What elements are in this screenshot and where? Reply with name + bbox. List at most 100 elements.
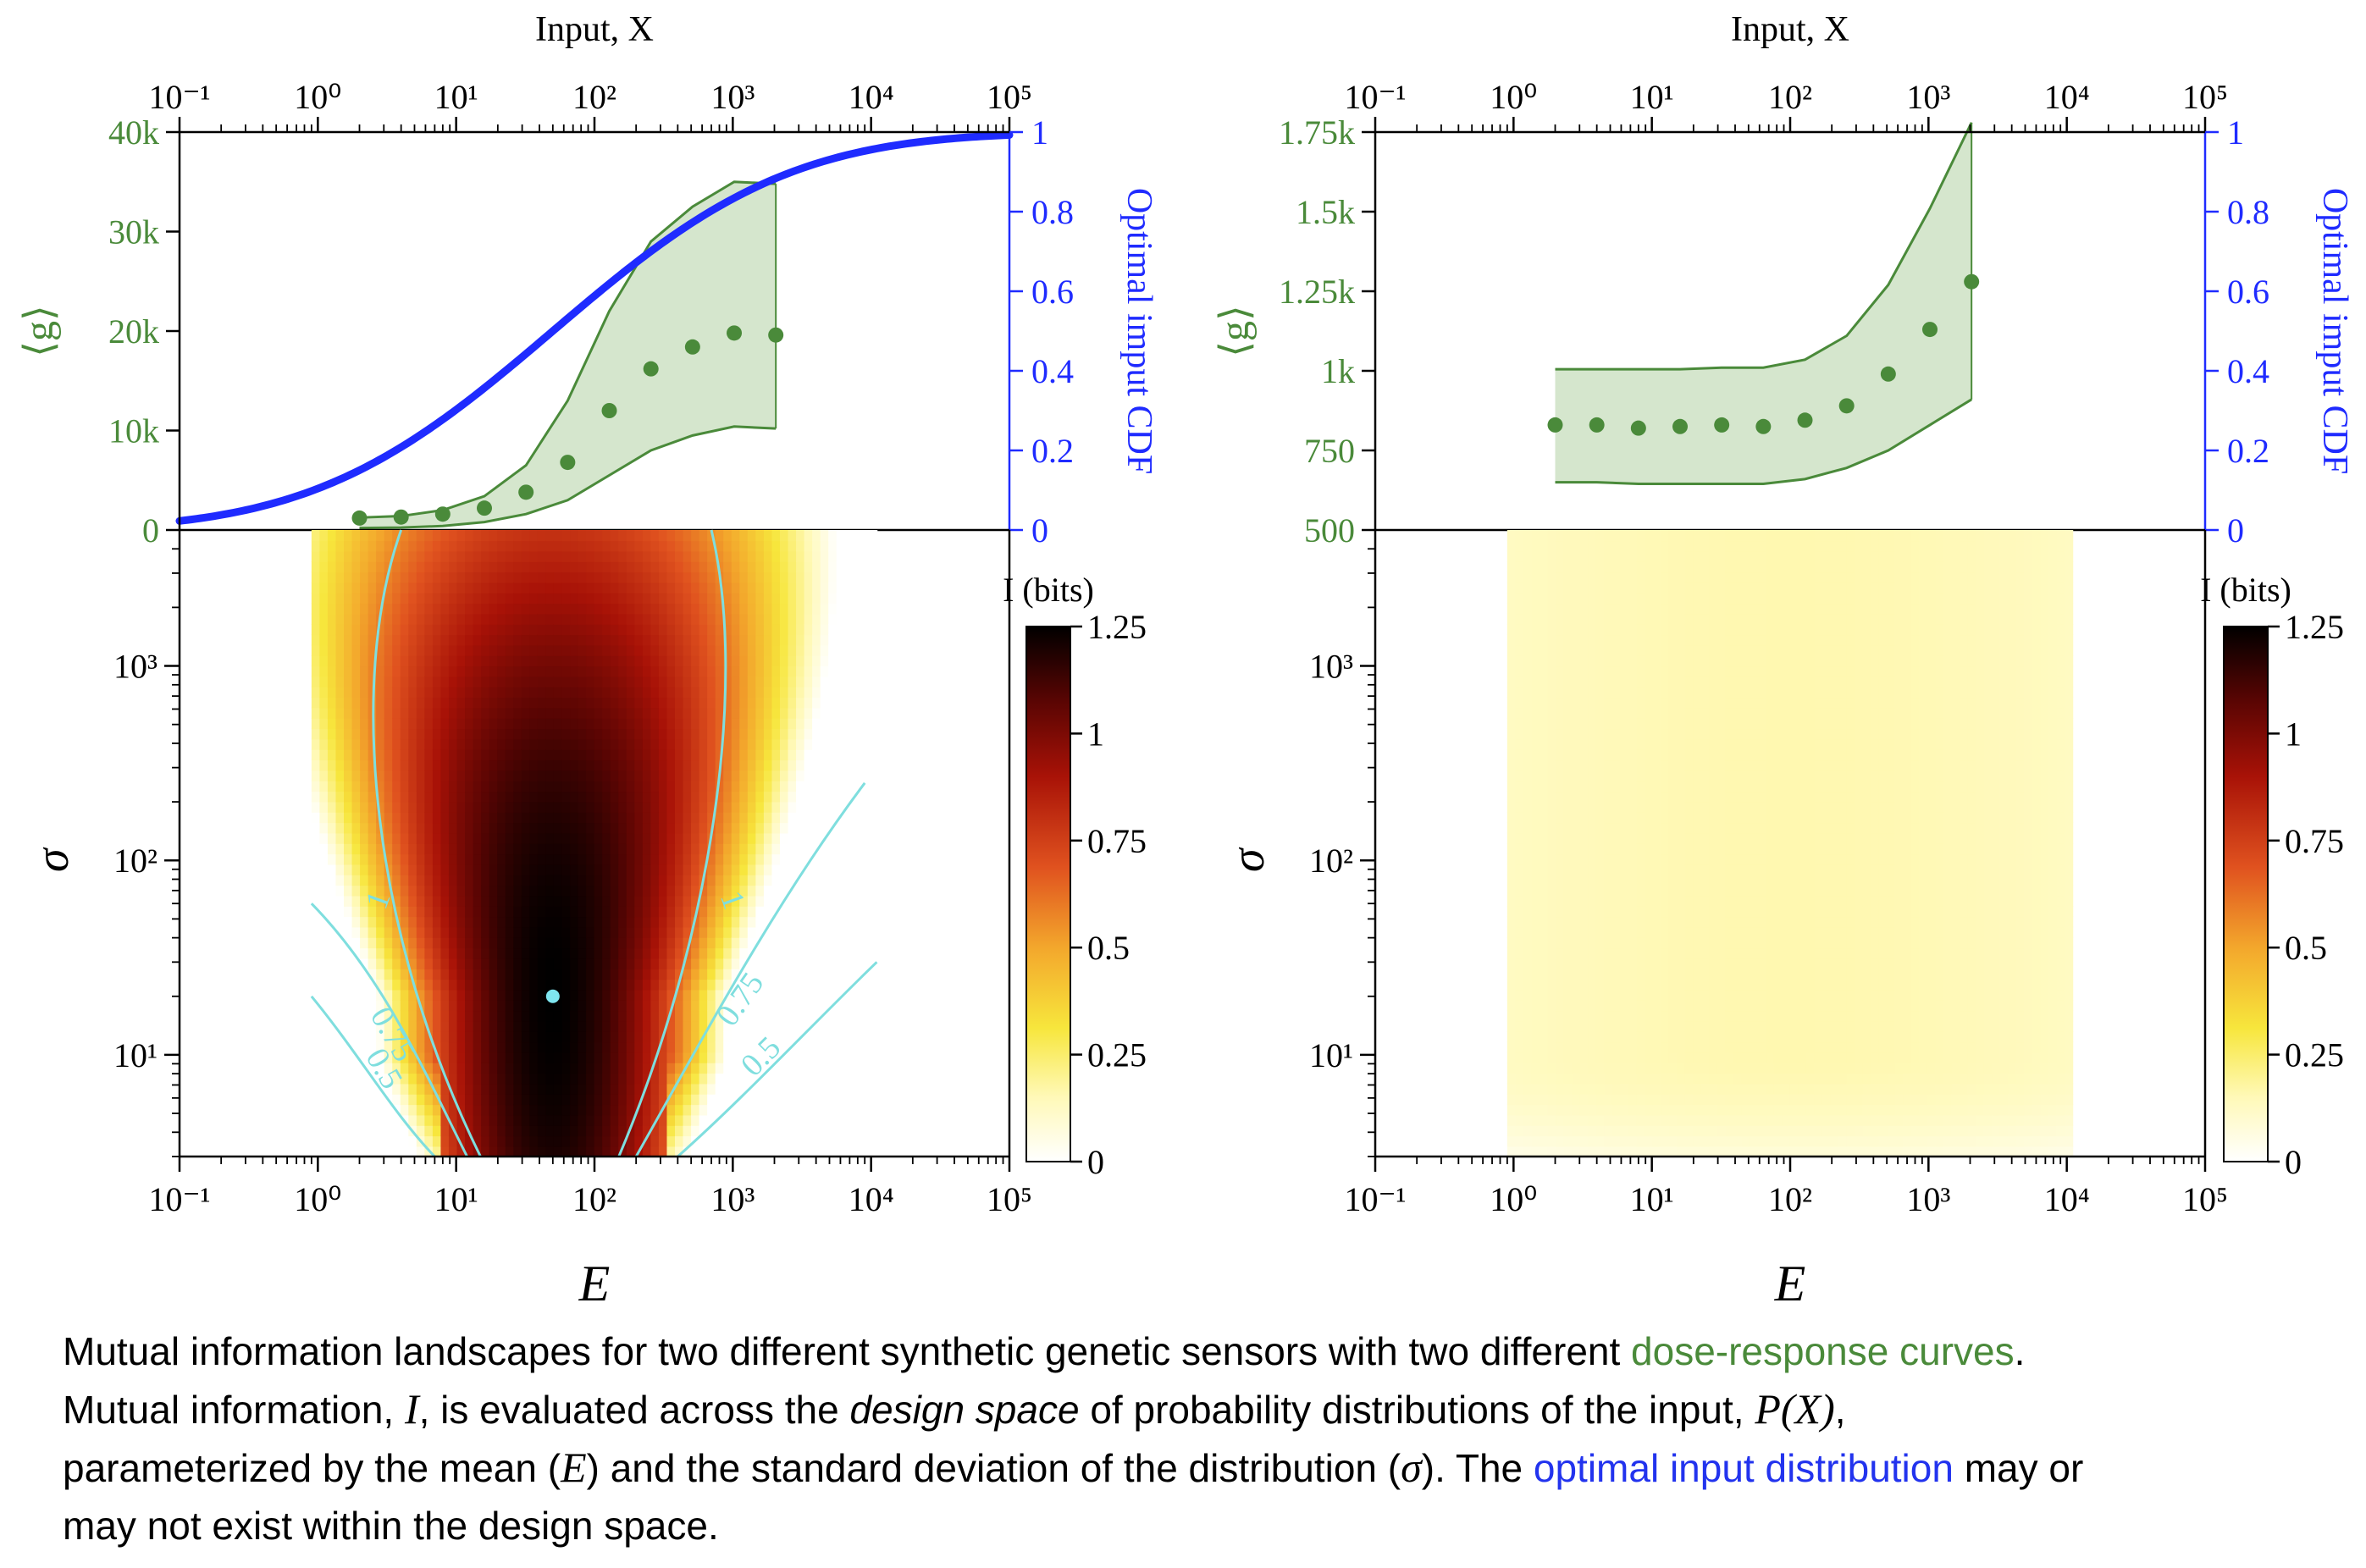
- heatmap-cell: [675, 749, 684, 761]
- heatmap-cell: [392, 979, 401, 991]
- heatmap-cell: [812, 864, 821, 875]
- heatmap-cell: [763, 1063, 773, 1074]
- heatmap-cell: [1547, 969, 1556, 980]
- heatmap-cell: [618, 1041, 627, 1053]
- heatmap-cell: [561, 832, 571, 844]
- heatmap-cell: [344, 718, 353, 730]
- heatmap-cell: [432, 853, 442, 865]
- heatmap-cell: [400, 937, 410, 949]
- heatmap-cell: [1531, 644, 1540, 656]
- heatmap-cell: [473, 895, 482, 907]
- heatmap-cell: [344, 1000, 353, 1012]
- heatmap-cell: [311, 1020, 321, 1032]
- heatmap-cell: [537, 571, 547, 583]
- heatmap-cell: [658, 550, 668, 562]
- heatmap-cell: [860, 1063, 870, 1074]
- heatmap-cell: [723, 770, 732, 781]
- heatmap-cell: [852, 676, 862, 687]
- heatmap-cell: [335, 812, 345, 824]
- heatmap-cell: [812, 603, 821, 615]
- heatmap-cell: [384, 603, 394, 615]
- heatmap-cell: [481, 655, 490, 667]
- heatmap-cell: [448, 843, 458, 855]
- heatmap-cell: [327, 644, 337, 656]
- heatmap-cell: [739, 853, 749, 865]
- heatmap-cell: [448, 1031, 458, 1043]
- heatmap-cell: [1531, 822, 1540, 834]
- heatmap-cell: [311, 885, 321, 897]
- heatmap-cell: [432, 822, 442, 834]
- heatmap-cell: [311, 853, 321, 865]
- heatmap-cell: [642, 885, 652, 897]
- heatmap-cell: [513, 1031, 522, 1043]
- heatmap-cell: [739, 937, 749, 949]
- heatmap-cell: [448, 759, 458, 771]
- heatmap-cell: [739, 843, 749, 855]
- heatmap-cell: [642, 937, 652, 949]
- heatmap-cell: [351, 1114, 361, 1126]
- heatmap-cell: [392, 947, 401, 959]
- heatmap-cell: [1540, 812, 1549, 824]
- heatmap-cell: [1556, 676, 1565, 687]
- heatmap-cell: [650, 1135, 660, 1147]
- heatmap-cell: [335, 687, 345, 698]
- heatmap-cell: [1556, 801, 1565, 813]
- heatmap-cell: [804, 593, 813, 605]
- heatmap-cell: [570, 540, 579, 552]
- heatmap-cell: [868, 989, 878, 1001]
- heatmap-cell: [400, 550, 410, 562]
- heatmap-cell: [545, 530, 555, 542]
- heatmap-cell: [424, 916, 434, 928]
- heatmap-cell: [578, 1125, 587, 1137]
- heatmap-cell: [699, 550, 708, 562]
- heatmap-cell: [1506, 969, 1517, 980]
- heatmap-cell: [699, 1135, 708, 1147]
- heatmap-cell: [578, 603, 587, 615]
- heatmap-cell: [521, 1135, 531, 1147]
- heatmap-cell: [683, 676, 692, 687]
- heatmap-cell: [812, 1010, 821, 1022]
- heatmap-cell: [311, 979, 321, 991]
- heatmap-cell: [683, 937, 692, 949]
- heatmap-cell: [1556, 655, 1565, 667]
- heatmap-cell: [1540, 1083, 1549, 1095]
- heatmap-cell: [675, 989, 684, 1001]
- heatmap-cell: [739, 770, 749, 781]
- heatmap-cell: [440, 1146, 450, 1157]
- heatmap-cell: [1540, 770, 1549, 781]
- heatmap-cell: [561, 937, 571, 949]
- heatmap-cell: [578, 916, 587, 928]
- heatmap-cell: [529, 624, 539, 636]
- mean-point: [1547, 417, 1563, 433]
- top-axis-title: Input, X: [535, 10, 654, 49]
- heatmap-cell: [666, 843, 676, 855]
- heatmap-cell: [707, 687, 716, 698]
- heatmap-cell: [836, 895, 846, 907]
- heatmap-cell: [456, 655, 466, 667]
- heatmap-cell: [804, 561, 813, 573]
- heatmap-cell: [715, 1125, 725, 1137]
- heatmap-cell: [505, 1083, 515, 1095]
- heatmap-cell: [755, 613, 765, 625]
- heatmap-cell: [634, 655, 644, 667]
- heatmap-cell: [561, 603, 571, 615]
- heatmap-cell: [820, 1114, 830, 1126]
- heatmap-cell: [634, 875, 644, 886]
- heatmap-cell: [634, 864, 644, 875]
- heatmap-cell: [392, 582, 401, 594]
- heatmap-cell: [513, 885, 522, 897]
- heatmap-cell: [650, 989, 660, 1001]
- heatmap-cell: [529, 676, 539, 687]
- heatmap-cell: [586, 812, 595, 824]
- heatmap-cell: [715, 812, 725, 824]
- heatmap-cell: [852, 1125, 862, 1137]
- heatmap-cell: [650, 969, 660, 980]
- heatmap-cell: [497, 791, 506, 803]
- heatmap-cell: [860, 749, 870, 761]
- heatmap-cell: [860, 593, 870, 605]
- heatmap-cell: [723, 634, 732, 646]
- heatmap-cell: [868, 550, 878, 562]
- heatmap-cell: [586, 770, 595, 781]
- heatmap-cell: [618, 853, 627, 865]
- heatmap-cell: [416, 1041, 426, 1053]
